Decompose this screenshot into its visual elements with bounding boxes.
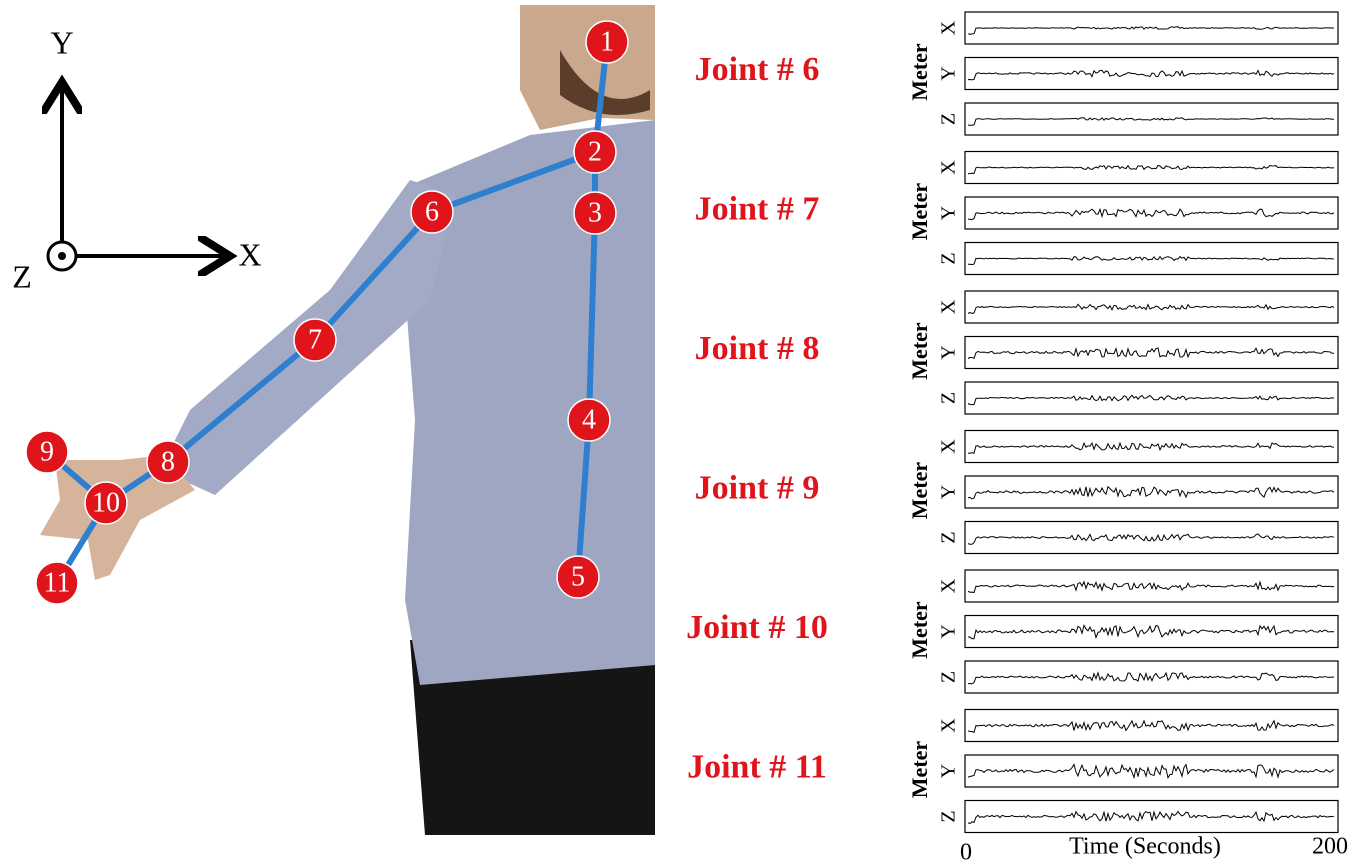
unit-label: Meter — [907, 183, 932, 241]
joint-number: 10 — [92, 487, 120, 518]
joint-label: Joint # 10 — [686, 609, 828, 646]
time-end: 200 — [1312, 834, 1348, 860]
joint-number: 7 — [308, 324, 322, 355]
channel-label: Z — [938, 671, 960, 683]
channel-label: Z — [938, 531, 960, 543]
channel-label: Y — [938, 764, 960, 778]
plot-frame — [965, 755, 1338, 787]
channel-label: Y — [938, 485, 960, 499]
channel-label: X — [938, 20, 960, 35]
unit-label: Meter — [907, 322, 932, 380]
joint-label: Joint # 8 — [695, 330, 820, 367]
time-label: Time (Seconds) — [1069, 834, 1221, 860]
photo — [40, 5, 655, 835]
channel-label: X — [938, 299, 960, 314]
unit-label: Meter — [907, 43, 932, 101]
channel-label: Y — [938, 345, 960, 359]
unit-label: Meter — [907, 601, 932, 659]
joint-number: 2 — [588, 136, 602, 167]
y-axis-label: Y — [50, 24, 73, 60]
channel-label: Z — [938, 810, 960, 822]
joint-label: Joint # 7 — [695, 190, 820, 227]
channel-label: X — [938, 578, 960, 593]
channel-label: X — [938, 160, 960, 175]
joint-number: 6 — [425, 196, 439, 227]
joint-number: 4 — [582, 404, 596, 435]
channel-label: Y — [938, 206, 960, 220]
unit-label: Meter — [907, 462, 932, 520]
x-axis-label: X — [238, 236, 261, 272]
joint-number: 1 — [600, 26, 614, 57]
channel-label: Z — [938, 392, 960, 404]
joint-number: 5 — [571, 561, 585, 592]
channel-label: Y — [938, 66, 960, 80]
channel-label: Y — [938, 624, 960, 638]
unit-label: Meter — [907, 741, 932, 799]
joint-number: 9 — [40, 436, 54, 467]
z-axis-label: Z — [12, 258, 32, 294]
channel-label: X — [938, 439, 960, 454]
joint-label: Joint # 6 — [695, 51, 820, 88]
joint-number: 11 — [44, 567, 71, 598]
joint-label: Joint # 11 — [687, 748, 827, 785]
time-start: 0 — [960, 840, 972, 866]
signal-panels: Joint # 6 Meter X Y Z Joint # 7 Meter X Y Z Joint … — [686, 12, 1338, 833]
joint-number: 3 — [588, 197, 602, 228]
coordinate-axes: Y X Z — [12, 24, 261, 294]
channel-label: Z — [938, 113, 960, 125]
figure: Y X Z 1234567891011 Joint # 6MeterXYZJoi… — [0, 0, 1372, 867]
channel-label: X — [938, 718, 960, 733]
channel-label: Z — [938, 252, 960, 264]
joint-label: Joint # 9 — [695, 469, 820, 506]
joint-number: 8 — [161, 446, 175, 477]
